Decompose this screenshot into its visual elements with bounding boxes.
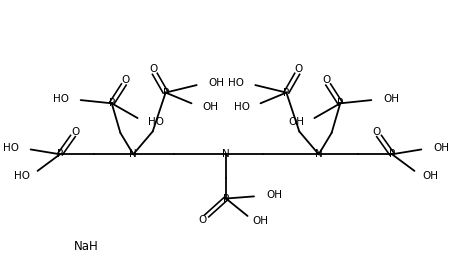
- Text: HO: HO: [3, 143, 19, 153]
- Text: OH: OH: [266, 190, 281, 200]
- Text: OH: OH: [252, 216, 268, 226]
- Text: HO: HO: [228, 78, 244, 88]
- Text: P: P: [336, 98, 343, 108]
- Text: OH: OH: [382, 94, 399, 104]
- Text: OH: OH: [207, 78, 223, 88]
- Text: N: N: [129, 149, 137, 159]
- Text: O: O: [121, 75, 129, 85]
- Text: P: P: [108, 98, 115, 108]
- Text: O: O: [372, 127, 380, 137]
- Text: HO: HO: [14, 171, 30, 181]
- Text: P: P: [162, 88, 168, 98]
- Text: O: O: [322, 75, 330, 85]
- Text: O: O: [294, 64, 302, 74]
- Text: OH: OH: [202, 102, 218, 112]
- Text: P: P: [222, 193, 229, 204]
- Text: OH: OH: [432, 143, 448, 153]
- Text: N: N: [314, 149, 322, 159]
- Text: OH: OH: [288, 117, 304, 127]
- Text: HO: HO: [52, 94, 69, 104]
- Text: OH: OH: [421, 171, 437, 181]
- Text: O: O: [198, 215, 206, 225]
- Text: NaH: NaH: [74, 240, 98, 253]
- Text: N: N: [221, 149, 230, 159]
- Text: P: P: [283, 88, 289, 98]
- Text: O: O: [71, 127, 79, 137]
- Text: HO: HO: [233, 102, 249, 112]
- Text: P: P: [388, 149, 394, 159]
- Text: O: O: [149, 64, 157, 74]
- Text: P: P: [57, 149, 63, 159]
- Text: HO: HO: [147, 117, 163, 127]
